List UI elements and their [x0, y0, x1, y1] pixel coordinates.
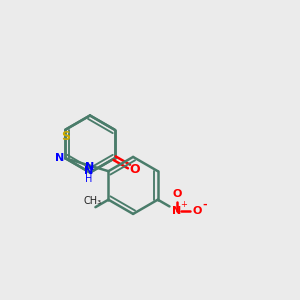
Text: N: N	[55, 153, 64, 163]
Text: S: S	[61, 130, 70, 143]
Text: O: O	[129, 163, 140, 176]
Text: O: O	[192, 206, 202, 216]
Text: N: N	[85, 162, 94, 172]
Text: CH₃: CH₃	[83, 196, 101, 206]
Text: H: H	[85, 174, 92, 184]
Text: O: O	[172, 189, 182, 199]
Text: N: N	[84, 166, 93, 176]
Text: +: +	[180, 200, 187, 208]
Text: N: N	[172, 206, 182, 216]
Text: -: -	[202, 200, 207, 210]
